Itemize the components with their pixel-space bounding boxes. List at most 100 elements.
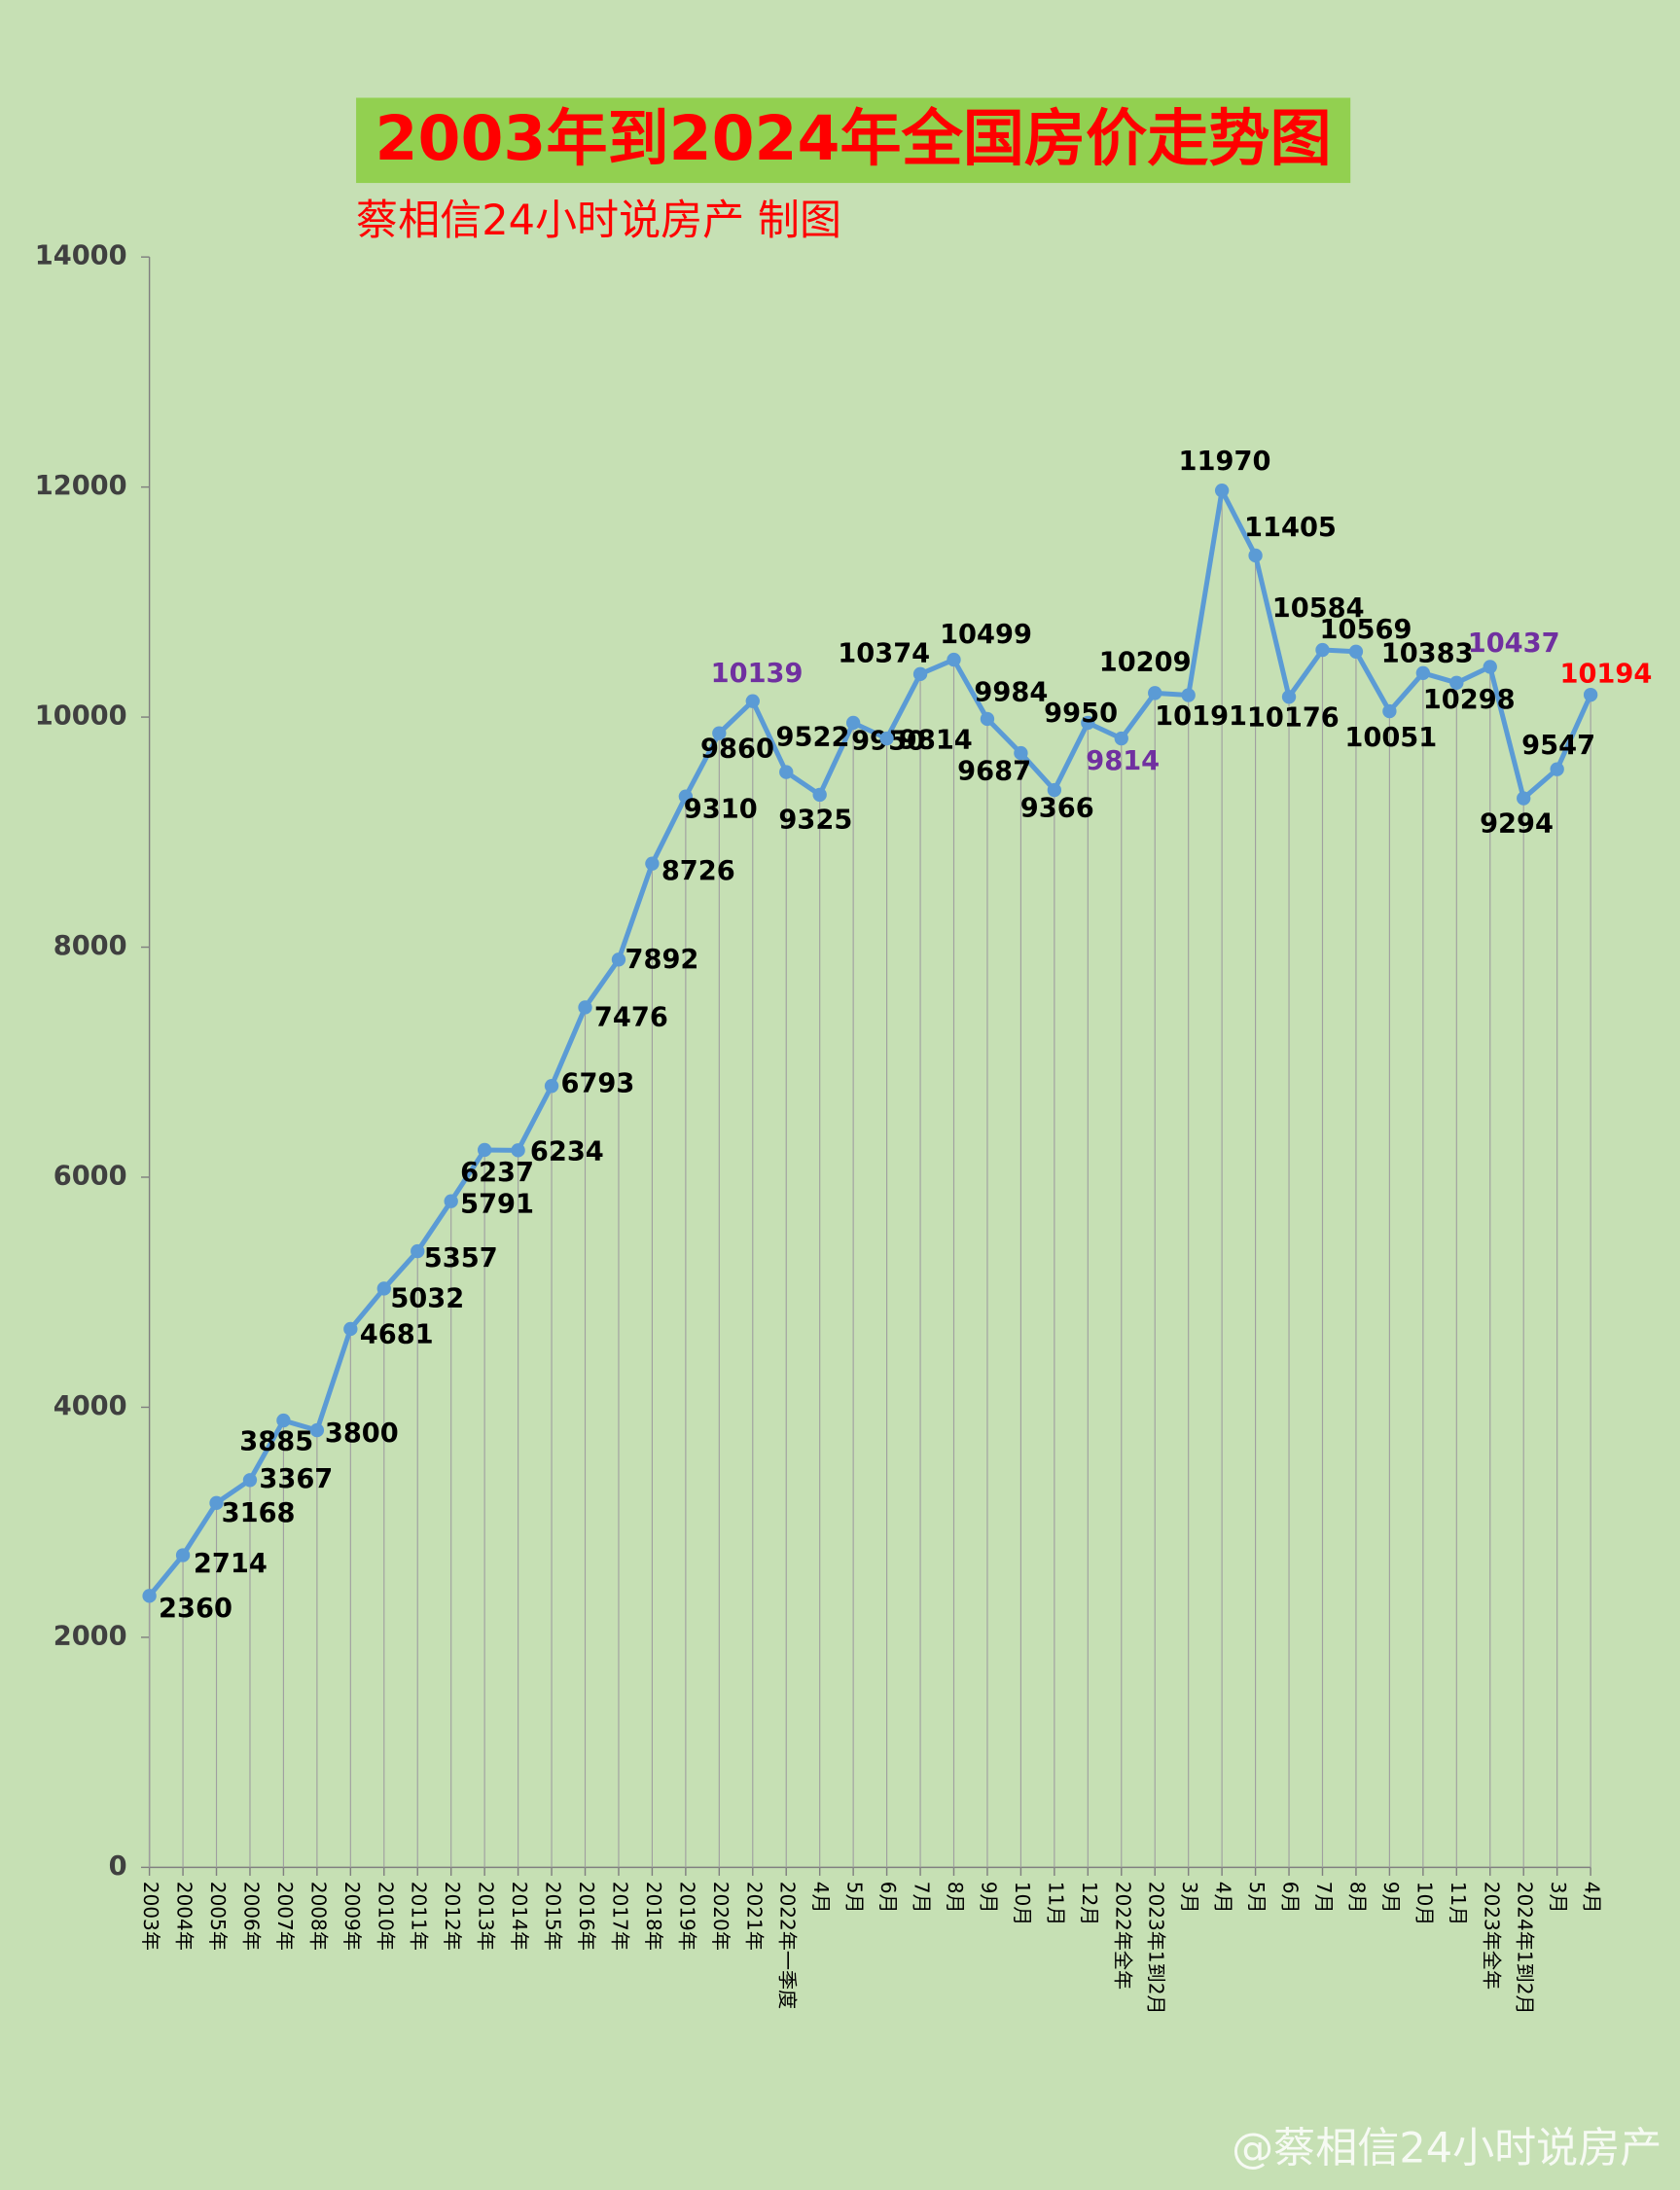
point	[343, 1321, 358, 1337]
point	[242, 1473, 258, 1488]
x-tick-label: 2024年1到2月	[1514, 1882, 1537, 2015]
y-tick-label: 2000	[54, 1621, 127, 1651]
point	[1483, 660, 1497, 674]
x-tick-label: 2006年	[239, 1882, 263, 1951]
value-label: 10209	[1099, 648, 1192, 678]
point	[1281, 690, 1297, 704]
value-label: 3367	[259, 1464, 333, 1494]
value-label: 3885	[239, 1427, 313, 1457]
x-tick-label: 2004年	[173, 1882, 197, 1951]
point	[845, 715, 861, 731]
value-label: 8726	[661, 856, 735, 886]
value-label: 11970	[1179, 447, 1271, 477]
point	[1449, 675, 1464, 691]
y-tick-label: 6000	[54, 1161, 127, 1191]
chart-title: 2003年到2024年全国房价走势图	[375, 102, 1332, 174]
x-tick-label: 8月	[944, 1882, 967, 1914]
x-tick-label: 2007年	[273, 1882, 297, 1951]
y-tick-label: 10000	[35, 701, 127, 732]
point	[1248, 548, 1263, 563]
x-tick-label: 2009年	[340, 1882, 364, 1951]
value-label: 10176	[1247, 703, 1340, 734]
value-label: 9294	[1480, 808, 1554, 839]
value-label: 10191	[1155, 701, 1247, 732]
point	[1415, 665, 1431, 680]
point	[1583, 687, 1598, 702]
title-box	[356, 97, 1351, 184]
x-tick-label: 4月	[1581, 1882, 1604, 1914]
x-tick-label: 2022年全年	[1111, 1882, 1134, 1990]
value-label: 9814	[1086, 746, 1160, 776]
value-label: 3168	[222, 1498, 296, 1528]
point	[678, 789, 694, 804]
x-tick-label: 9月	[1379, 1882, 1403, 1914]
x-tick-label: 2019年	[675, 1882, 698, 1951]
x-tick-label: 8月	[1345, 1882, 1369, 1914]
x-tick-label: 2010年	[374, 1882, 397, 1951]
x-tick-label: 5月	[843, 1882, 867, 1914]
point	[912, 666, 928, 682]
point	[611, 952, 626, 967]
x-tick-label: 2003年	[139, 1882, 162, 1951]
value-label: 6237	[460, 1158, 534, 1188]
value-label: 10437	[1468, 628, 1560, 659]
x-tick-label: 2005年	[206, 1882, 230, 1951]
value-label: 9547	[1521, 731, 1595, 761]
y-tick-label: 8000	[54, 931, 127, 961]
point	[578, 1000, 592, 1015]
value-label: 9984	[974, 678, 1048, 708]
x-tick-label: 7月	[911, 1882, 934, 1914]
point	[645, 856, 660, 871]
x-tick-label: 4月	[1212, 1882, 1235, 1914]
x-tick-label: 2013年	[475, 1882, 498, 1951]
value-label: 6793	[560, 1068, 634, 1098]
value-label: 10383	[1381, 639, 1474, 669]
value-label: 9310	[684, 795, 758, 825]
value-label: 9687	[957, 757, 1031, 787]
value-label: 9950	[1044, 699, 1118, 729]
value-label: 2714	[194, 1549, 268, 1579]
point	[1148, 686, 1162, 700]
value-label: 7476	[594, 1002, 668, 1032]
value-label: 9325	[778, 806, 852, 836]
point	[947, 652, 961, 667]
x-tick-label: 3月	[1178, 1882, 1201, 1914]
point	[1047, 782, 1062, 798]
value-label: 7892	[626, 945, 699, 975]
x-tick-label: 2017年	[608, 1882, 631, 1951]
value-label: 10374	[838, 638, 930, 668]
value-label: 4681	[360, 1320, 434, 1350]
value-label: 10194	[1559, 660, 1652, 690]
value-label: 5791	[460, 1190, 534, 1220]
point	[779, 765, 794, 779]
point	[1382, 703, 1397, 719]
point	[980, 711, 995, 727]
x-tick-label: 11月	[1447, 1882, 1470, 1926]
point	[276, 1413, 291, 1428]
point	[1114, 731, 1128, 746]
x-tick-label: 2023年1到2月	[1145, 1882, 1168, 2015]
value-label: 5357	[424, 1243, 498, 1274]
point	[1348, 644, 1364, 659]
x-tick-label: 2020年	[709, 1882, 733, 1951]
value-label: 10051	[1344, 723, 1437, 753]
x-tick-label: 2008年	[306, 1882, 330, 1951]
x-tick-label: 2022年一季度	[776, 1882, 800, 2009]
point	[309, 1422, 325, 1438]
point	[175, 1548, 191, 1562]
x-tick-label: 2014年	[508, 1882, 531, 1951]
point	[477, 1142, 492, 1158]
point	[1081, 715, 1095, 731]
value-label: 11405	[1244, 513, 1337, 543]
point	[1315, 642, 1330, 658]
x-tick-label: 2012年	[441, 1882, 464, 1951]
subtitle: 蔡相信24小时说房产 制图	[356, 197, 841, 245]
value-label: 9366	[1020, 794, 1094, 824]
value-label: 2360	[159, 1594, 232, 1624]
x-tick-label: 10月	[1011, 1882, 1034, 1926]
x-tick-label: 12月	[1078, 1882, 1101, 1926]
point	[376, 1281, 391, 1296]
point	[142, 1589, 157, 1603]
point	[1214, 483, 1230, 498]
x-tick-label: 3月	[1547, 1882, 1570, 1914]
